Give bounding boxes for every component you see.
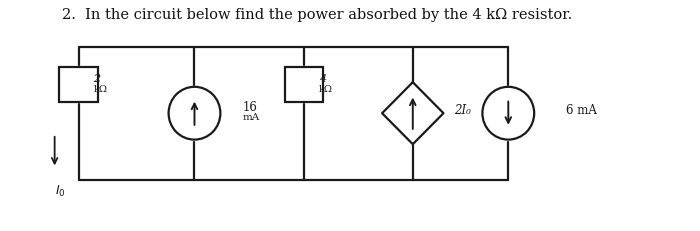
Text: 2: 2 xyxy=(94,74,101,84)
Polygon shape xyxy=(382,82,444,144)
FancyBboxPatch shape xyxy=(60,67,97,102)
Text: kΩ: kΩ xyxy=(318,85,332,94)
FancyBboxPatch shape xyxy=(284,67,323,102)
Text: $I_0$: $I_0$ xyxy=(55,184,65,199)
Text: 2.  In the circuit below find the power absorbed by the 4 kΩ resistor.: 2. In the circuit below find the power a… xyxy=(62,8,573,21)
Text: 16: 16 xyxy=(242,101,257,114)
Text: mA: mA xyxy=(242,113,260,122)
Text: 6 mA: 6 mA xyxy=(566,104,597,117)
Text: 2I₀: 2I₀ xyxy=(454,104,470,117)
Text: kΩ: kΩ xyxy=(94,85,108,94)
Text: 4: 4 xyxy=(318,74,326,84)
